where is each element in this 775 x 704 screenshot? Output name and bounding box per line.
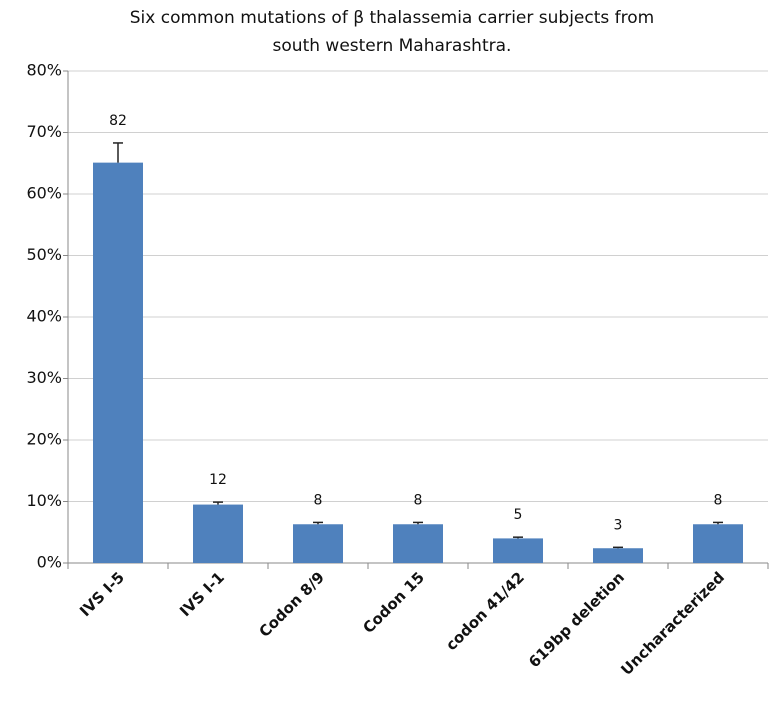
x-tick-label: IVS I-5	[76, 568, 128, 620]
x-tick-label: codon 41/42	[442, 568, 528, 654]
x-tick-label: Uncharacterized	[617, 568, 728, 679]
y-tick-label: 70%	[26, 122, 62, 141]
bar	[693, 524, 743, 563]
bar	[393, 524, 443, 563]
y-tick-label: 40%	[26, 307, 62, 326]
x-tick-label: Codon 15	[359, 568, 428, 637]
error-bar	[613, 546, 623, 549]
bar	[593, 548, 643, 563]
data-label: 3	[614, 517, 623, 533]
bar	[93, 162, 143, 563]
y-tick-label: 20%	[26, 430, 62, 449]
x-tick-label: Codon 8/9	[255, 568, 328, 641]
y-tick-label: 50%	[26, 245, 62, 264]
chart-title: south western Maharashtra.	[273, 36, 512, 56]
error-bar	[413, 521, 423, 525]
error-bar	[513, 536, 523, 539]
data-label: 5	[514, 507, 523, 523]
error-bar	[313, 521, 323, 525]
y-tick-label: 10%	[26, 491, 62, 510]
bar	[193, 504, 243, 563]
data-label: 8	[414, 492, 423, 508]
bar	[293, 524, 343, 563]
data-label: 8	[714, 492, 723, 508]
y-tick-label: 0%	[37, 553, 62, 572]
y-tick-label: 30%	[26, 368, 62, 387]
data-label: 12	[209, 472, 227, 488]
x-tick-label: 619bp deletion	[525, 568, 628, 671]
data-label: 82	[109, 113, 127, 129]
error-bar	[713, 521, 723, 525]
y-tick-label: 80%	[26, 61, 62, 80]
x-tick-label: IVS I-1	[176, 568, 228, 620]
y-tick-label: 60%	[26, 184, 62, 203]
data-label: 8	[314, 492, 323, 508]
error-bar	[113, 142, 123, 163]
error-bar	[213, 501, 223, 505]
bar	[493, 538, 543, 563]
chart-title: Six common mutations of β thalassemia ca…	[130, 8, 654, 28]
